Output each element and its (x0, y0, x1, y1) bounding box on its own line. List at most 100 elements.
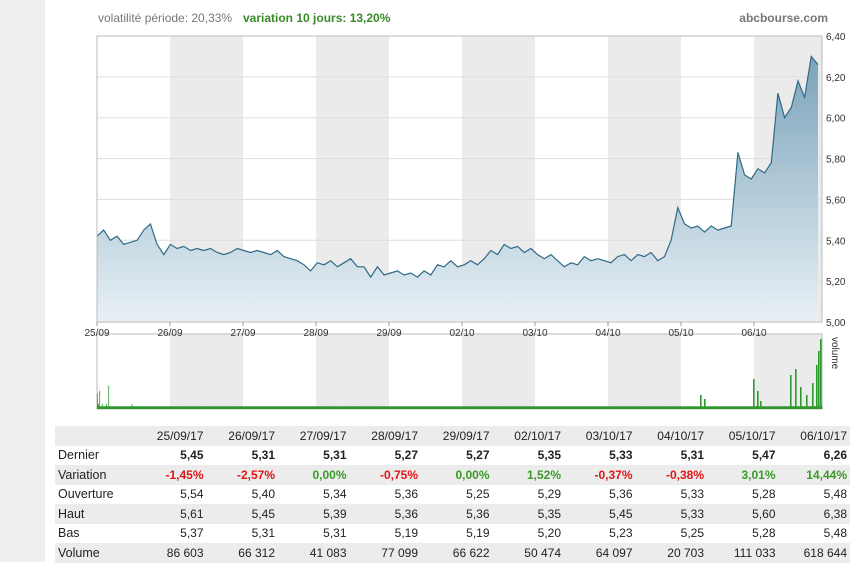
volume-bar (760, 401, 762, 409)
volume-bar (97, 393, 98, 409)
table-cell: 5,31 (251, 526, 275, 541)
volume-band (170, 334, 243, 409)
volume-band (754, 334, 822, 409)
date-header: 29/09/17 (421, 426, 493, 446)
x-tick-label: 29/09 (376, 328, 401, 339)
table-cell: 5,23 (609, 526, 633, 541)
table-cell: 5,35 (537, 448, 561, 463)
table-cell: 5,27 (394, 448, 418, 463)
y-tick-label: 5,40 (826, 236, 846, 247)
date-header: 05/10/17 (707, 426, 779, 446)
y-tick-label: 6,40 (826, 32, 846, 43)
table-header-row: 25/09/17 26/09/17 27/09/17 28/09/17 29/09/17… (55, 426, 850, 446)
volume-axis-label: volume (829, 337, 840, 370)
date-header: 02/10/17 (492, 426, 564, 446)
table-row: Ouverture 5,54 5,40 5,34 5,36 5,25 5,29 5,36 5,3… (55, 485, 850, 505)
date-header: 03/10/17 (564, 426, 636, 446)
table-cell: 5,25 (466, 487, 490, 502)
table-cell: 5,33 (680, 487, 704, 502)
volume-band (316, 334, 389, 409)
date-header: 04/10/17 (635, 426, 707, 446)
table-cell: 50 474 (492, 543, 564, 563)
table-cell: -0,37% (564, 465, 636, 485)
date-header: 28/09/17 (349, 426, 421, 446)
price-area (97, 56, 818, 323)
table-cell: 66 622 (421, 543, 493, 563)
table-cell: 5,28 (752, 487, 776, 502)
table-cell: 41 083 (278, 543, 350, 563)
table-cell: -1,45% (135, 465, 207, 485)
date-header: 26/09/17 (206, 426, 278, 446)
price-line (96, 54, 819, 279)
volume-bar (820, 339, 822, 409)
table-row: Volume 86 603 66 312 41 083 77 099 66 622 50 4… (55, 543, 850, 563)
row-label: Ouverture (58, 487, 114, 502)
y-tick-label: 6,20 (826, 73, 846, 84)
row-label: Dernier (58, 448, 99, 463)
table-cell: 77 099 (349, 543, 421, 563)
table-cell: 5,25 (680, 526, 704, 541)
table-cell: 5,36 (421, 504, 493, 524)
table-cell: 5,19 (394, 526, 418, 541)
x-tick-label: 02/10 (449, 328, 474, 339)
table-cell: 5,31 (323, 448, 347, 463)
table-cell: 0,00% (421, 465, 493, 485)
price-chart: 5,00 5,20 5,40 5,60 5,80 6,00 6,20 6,40 25/09 26/… (84, 32, 846, 410)
table-cell: -0,38% (635, 465, 707, 485)
row-label: Volume (55, 543, 135, 563)
table-cell: 14,44% (778, 465, 850, 485)
row-label: Haut (55, 504, 135, 524)
volume-bar (818, 351, 820, 409)
table-cell: 66 312 (206, 543, 278, 563)
volume-bar (108, 385, 110, 409)
date-header: 25/09/17 (135, 426, 207, 446)
x-tick-label: 26/09 (157, 328, 182, 339)
table-cell: 5,20 (537, 526, 561, 541)
table-cell: 5,37 (180, 526, 204, 541)
volume-bar (795, 369, 797, 409)
table-cell: 5,33 (635, 504, 707, 524)
table-cell: 6,26 (823, 448, 847, 463)
table-cell: 5,33 (609, 448, 633, 463)
x-tick-label: 27/09 (230, 328, 255, 339)
table-cell: 86 603 (135, 543, 207, 563)
table-cell: 5,39 (278, 504, 350, 524)
volume-bar (704, 399, 706, 409)
volume-band (608, 334, 681, 409)
table-corner (55, 426, 135, 446)
x-tick-label: 03/10 (522, 328, 547, 339)
y-tick-label: 5,20 (826, 277, 846, 288)
table-cell: 5,31 (323, 526, 347, 541)
x-tick-label: 25/09 (84, 328, 109, 339)
table-cell: 5,48 (823, 487, 847, 502)
table-cell: 5,45 (564, 504, 636, 524)
table-cell: 5,54 (180, 487, 204, 502)
table-cell: 5,47 (752, 448, 776, 463)
x-tick-label: 28/09 (303, 328, 328, 339)
volatility-stat: volatilité période: 20,33% (98, 11, 233, 25)
volume-bar (700, 395, 702, 409)
quote-table: 25/09/17 26/09/17 27/09/17 28/09/17 29/09/17… (55, 426, 850, 563)
date-header: 06/10/17 (778, 426, 850, 446)
volume-bar (790, 375, 792, 409)
x-tick-label: 06/10 (741, 328, 766, 339)
table-cell: 5,61 (135, 504, 207, 524)
table-cell: 5,34 (323, 487, 347, 502)
table-cell: 5,45 (180, 448, 204, 463)
site-name: abcbourse.com (739, 11, 828, 25)
y-tick-label: 5,60 (826, 195, 846, 206)
volume-band (462, 334, 535, 409)
table-cell: 5,31 (251, 448, 275, 463)
volume-bar (806, 395, 808, 409)
table-cell: 5,48 (823, 526, 847, 541)
table-row: Variation -1,45% -2,57% 0,00% -0,75% 0,00% 1,5… (55, 465, 850, 485)
table-cell: -2,57% (206, 465, 278, 485)
table-cell: 5,27 (466, 448, 490, 463)
x-tick-label: 05/10 (668, 328, 693, 339)
table-row: Dernier 5,45 5,31 5,31 5,27 5,27 5,35 5,33 5,31 5… (55, 446, 850, 466)
table-cell: 5,36 (349, 504, 421, 524)
volume-bar (821, 406, 823, 409)
table-cell: 111 033 (707, 543, 779, 563)
table-cell: 5,19 (466, 526, 490, 541)
volume-bar (800, 387, 802, 409)
